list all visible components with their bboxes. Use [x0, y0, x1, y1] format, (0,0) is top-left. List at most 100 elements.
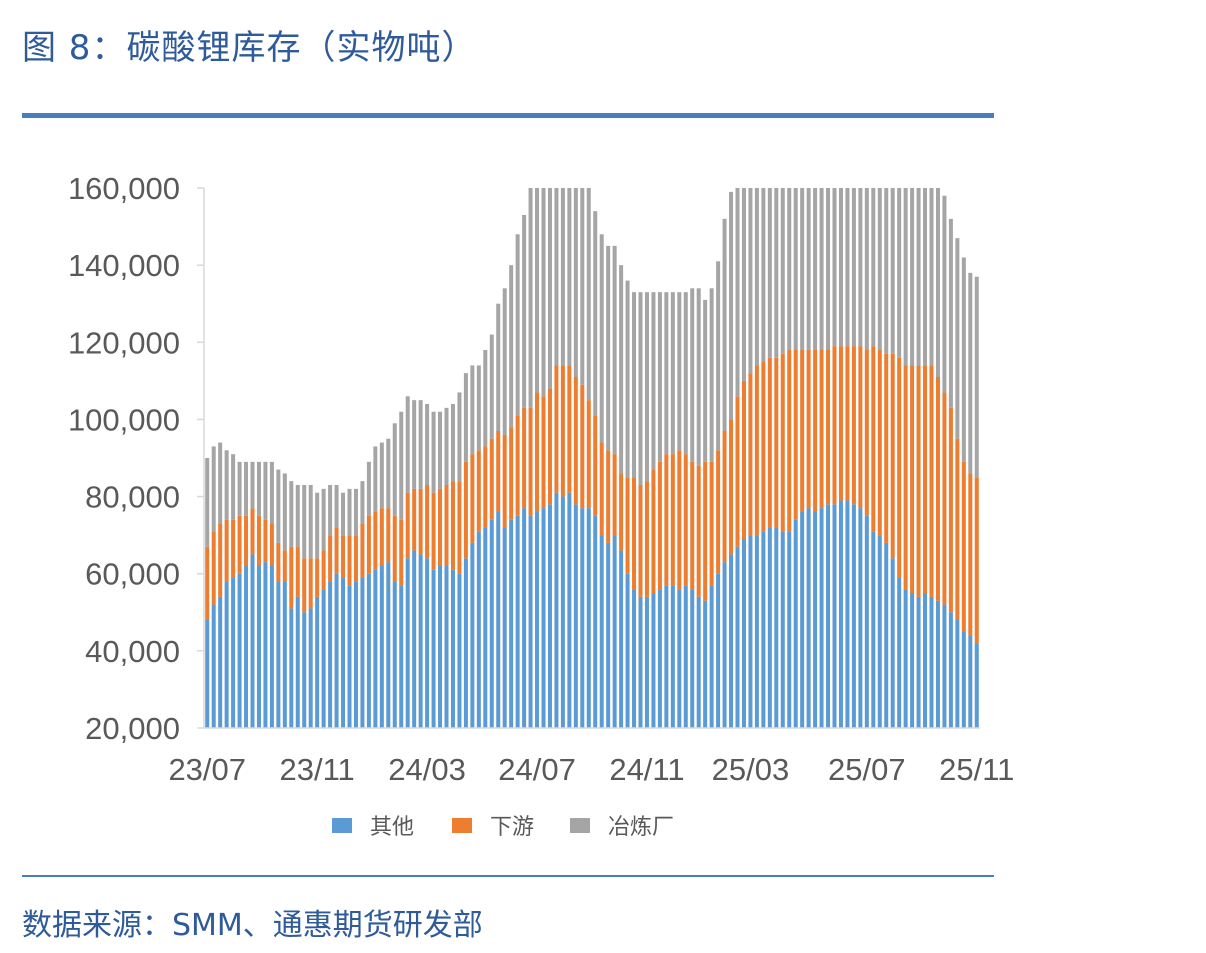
x-tick-label: 24/03 — [388, 752, 466, 787]
bottom-divider — [22, 875, 994, 877]
bar-downstream — [832, 346, 837, 505]
bar-downstream — [308, 558, 313, 609]
legend-label: 下游 — [490, 815, 534, 840]
bar-smelter — [289, 481, 294, 547]
bar-smelter — [321, 488, 326, 551]
bar-other — [502, 527, 507, 728]
stacked-bar-chart: 160,000 140,000 120,000 100,000 80,000 60,000… — [68, 171, 1014, 840]
bar-downstream — [593, 415, 598, 516]
bar-smelter — [884, 188, 889, 354]
bar-other — [457, 573, 462, 728]
bar-other — [741, 539, 746, 728]
bar-other — [774, 527, 779, 728]
bars — [205, 188, 979, 728]
bar-smelter — [483, 350, 488, 447]
bar-other — [379, 566, 384, 728]
legend-label: 冶炼厂 — [608, 815, 674, 840]
bar-downstream — [974, 477, 979, 644]
bar-other — [606, 542, 611, 728]
bar-smelter — [211, 446, 216, 532]
bar-smelter — [593, 211, 598, 416]
bar-smelter — [244, 461, 249, 516]
bar-smelter — [205, 458, 210, 547]
bar-other — [535, 512, 540, 728]
bar-smelter — [871, 188, 876, 347]
bar-smelter — [515, 234, 520, 416]
bar-other — [547, 504, 552, 728]
bar-other — [961, 631, 966, 728]
bar-other — [619, 550, 624, 728]
bar-other — [418, 554, 423, 728]
bar-downstream — [748, 373, 753, 536]
bar-smelter — [968, 272, 973, 474]
bar-downstream — [916, 365, 921, 597]
bar-downstream — [670, 454, 675, 586]
bar-downstream — [644, 481, 649, 597]
bar-other — [470, 542, 475, 728]
bar-downstream — [923, 365, 928, 593]
x-tick-label: 24/11 — [609, 752, 684, 787]
bar-downstream — [657, 461, 662, 590]
bar-smelter — [386, 438, 391, 509]
bar-downstream — [754, 365, 759, 536]
y-tick-label: 20,000 — [85, 711, 180, 746]
bar-downstream — [864, 350, 869, 516]
bar-downstream — [231, 519, 236, 578]
bar-other — [450, 569, 455, 728]
bar-downstream — [405, 492, 410, 559]
bar-other — [483, 527, 488, 728]
bar-smelter — [845, 188, 850, 347]
bar-downstream — [528, 407, 533, 516]
bar-other — [463, 558, 468, 728]
bar-other — [425, 558, 430, 728]
bar-other — [632, 589, 637, 728]
bar-smelter — [961, 257, 966, 462]
bar-smelter — [489, 334, 494, 439]
bar-downstream — [302, 558, 307, 613]
bar-other — [767, 527, 772, 728]
bar-smelter — [457, 392, 462, 482]
bar-smelter — [353, 488, 358, 536]
bar-downstream — [580, 384, 585, 509]
bar-smelter — [412, 400, 417, 489]
bar-smelter — [619, 265, 624, 474]
bar-smelter — [256, 461, 261, 516]
bar-smelter — [754, 188, 759, 366]
bar-smelter — [838, 188, 843, 347]
bar-smelter — [599, 234, 604, 443]
bar-downstream — [968, 473, 973, 636]
bar-smelter — [780, 188, 785, 354]
bar-smelter — [263, 461, 268, 520]
bar-smelter — [897, 188, 902, 358]
bar-downstream — [353, 535, 358, 582]
bar-downstream — [418, 488, 423, 555]
bar-downstream — [463, 461, 468, 559]
bar-downstream — [392, 515, 397, 582]
bar-downstream — [522, 407, 527, 509]
bar-other — [748, 535, 753, 728]
bar-smelter — [638, 292, 643, 485]
bar-downstream — [321, 550, 326, 590]
bar-other — [910, 593, 915, 728]
bar-other — [761, 531, 766, 728]
bar-downstream — [955, 438, 960, 620]
y-tick-label: 100,000 — [68, 402, 180, 437]
bar-other — [884, 542, 889, 728]
bar-smelter — [813, 188, 818, 350]
bar-downstream — [877, 350, 882, 536]
bar-smelter — [774, 188, 779, 358]
bar-smelter — [916, 188, 921, 366]
bar-other — [522, 508, 527, 728]
bar-smelter — [547, 188, 552, 389]
x-tick-label: 25/03 — [712, 752, 790, 787]
bar-downstream — [767, 357, 772, 528]
bar-other — [580, 508, 585, 728]
bar-other — [593, 515, 598, 728]
bar-downstream — [838, 346, 843, 501]
bar-smelter — [890, 188, 895, 354]
bar-smelter — [399, 411, 404, 520]
bar-smelter — [463, 373, 468, 462]
bar-smelter — [554, 188, 559, 366]
bar-smelter — [282, 473, 287, 551]
bar-smelter — [360, 481, 365, 524]
